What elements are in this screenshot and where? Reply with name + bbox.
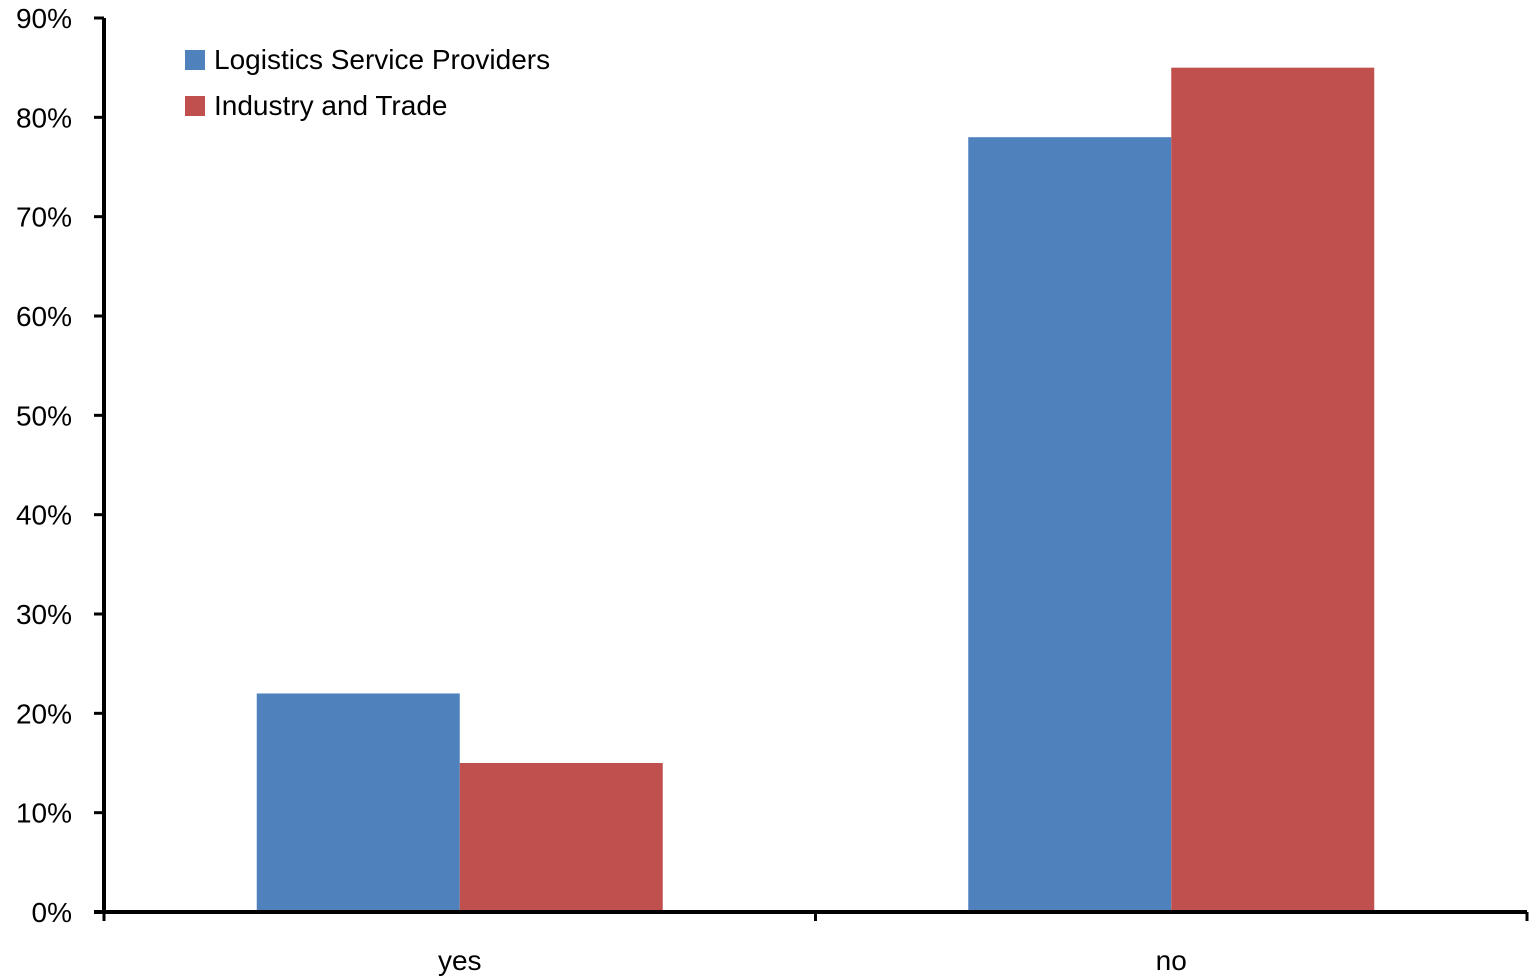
bars-group xyxy=(256,67,1375,912)
bar-yes-logistics-service-providers xyxy=(256,693,460,912)
legend-swatch xyxy=(185,96,205,116)
y-tick-label: 70% xyxy=(16,202,72,233)
y-tick-label: 80% xyxy=(16,102,72,133)
y-tick-label: 90% xyxy=(16,3,72,34)
y-tick-label: 50% xyxy=(16,400,72,431)
legend-label: Logistics Service Providers xyxy=(214,44,550,75)
y-tick-label: 20% xyxy=(16,698,72,729)
y-tick-label: 10% xyxy=(16,798,72,829)
y-axis: 0% 10% 20% 30% 40% 50% 60% 70% 80% 90% xyxy=(16,3,106,928)
legend: Logistics Service Providers Industry and … xyxy=(185,44,550,121)
y-tick-label: 60% xyxy=(16,301,72,332)
y-tick-label: 30% xyxy=(16,599,72,630)
bar-no-logistics-service-providers xyxy=(968,137,1172,912)
legend-label: Industry and Trade xyxy=(214,90,447,121)
legend-swatch xyxy=(185,50,205,70)
y-tick-label: 0% xyxy=(32,897,72,928)
y-tick-label: 40% xyxy=(16,500,72,531)
x-tick-label: yes xyxy=(438,945,482,976)
x-tick-label: no xyxy=(1156,945,1187,976)
x-axis: yes no xyxy=(94,910,1529,976)
bar-no-industry-and-trade xyxy=(1171,67,1375,912)
bar-yes-industry-and-trade xyxy=(459,763,663,912)
